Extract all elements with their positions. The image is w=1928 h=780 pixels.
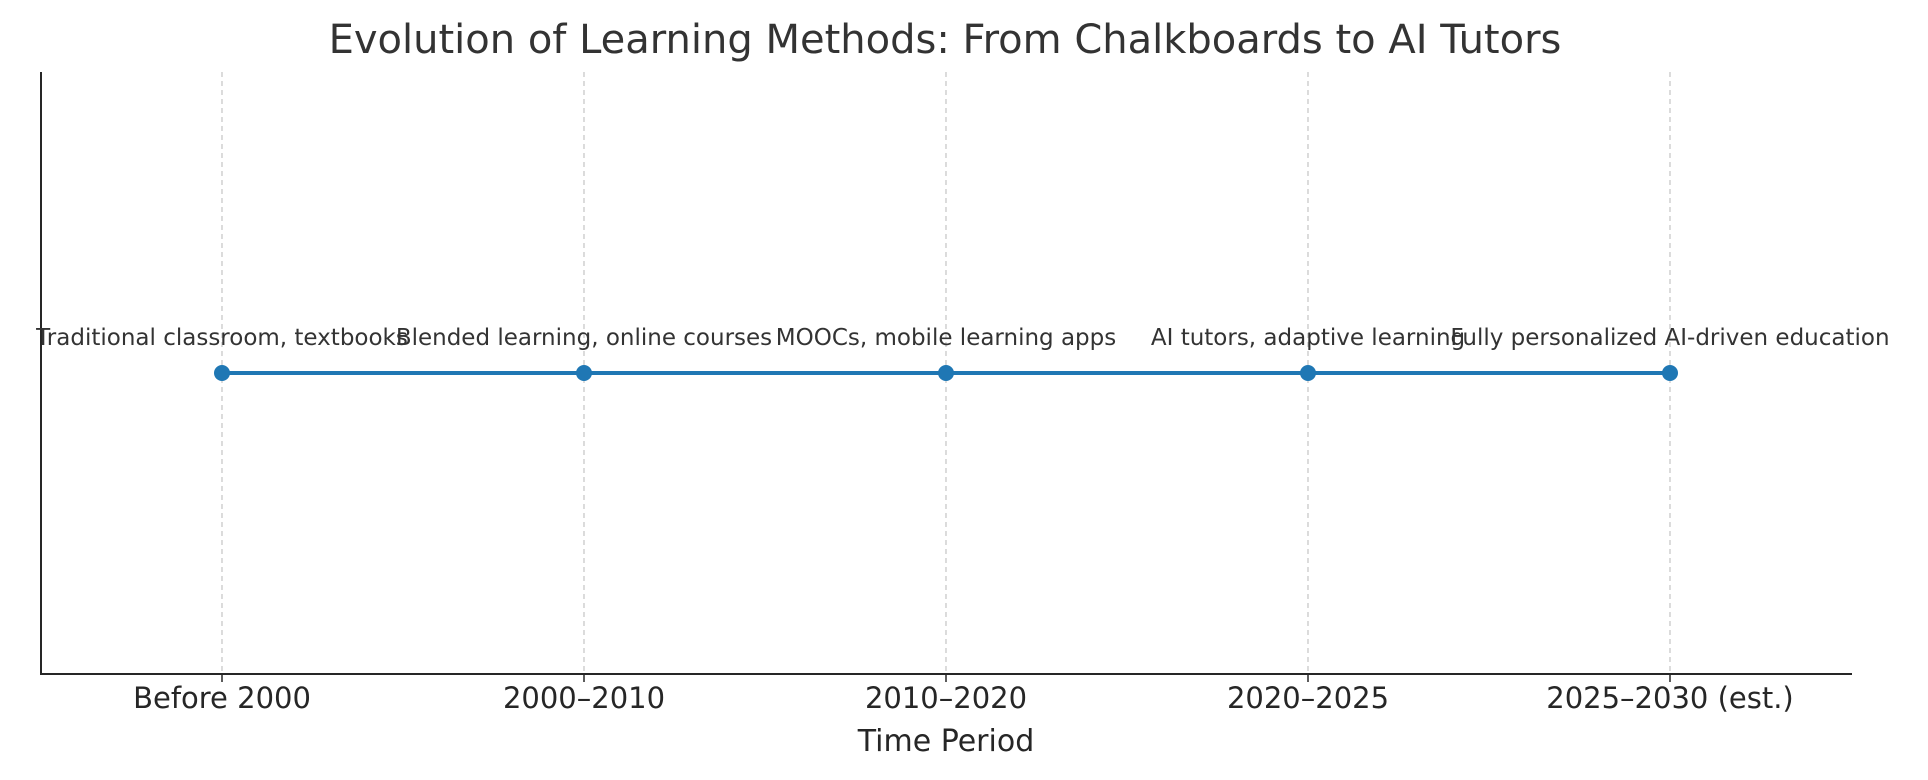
data-point [1662,365,1678,381]
x-axis-label: Time Period [857,724,1035,759]
x-tick-label: 2000–2010 [503,681,665,715]
data-point [938,365,954,381]
point-annotation: Fully personalized AI-driven education [1450,325,1889,351]
data-point [1300,365,1316,381]
annotations-group: Traditional classroom, textbooksBlended … [35,325,1889,351]
data-point [576,365,592,381]
point-annotation: Blended learning, online courses [396,325,772,351]
x-tick-label: 2025–2030 (est.) [1546,681,1794,715]
point-annotation: Traditional classroom, textbooks [35,325,408,351]
x-tick-label: 2020–2025 [1227,681,1389,715]
x-tick-labels: Before 2000 2000–2010 2010–2020 2020–2025 20… [133,674,1794,715]
series-group [214,365,1678,381]
data-point [214,365,230,381]
chart-title: Evolution of Learning Methods: From Chal… [329,17,1562,63]
x-tick-label: 2010–2020 [865,681,1027,715]
x-tick-label: Before 2000 [133,681,311,715]
point-annotation: AI tutors, adaptive learning [1151,325,1465,351]
point-annotation: MOOCs, mobile learning apps [776,325,1116,351]
